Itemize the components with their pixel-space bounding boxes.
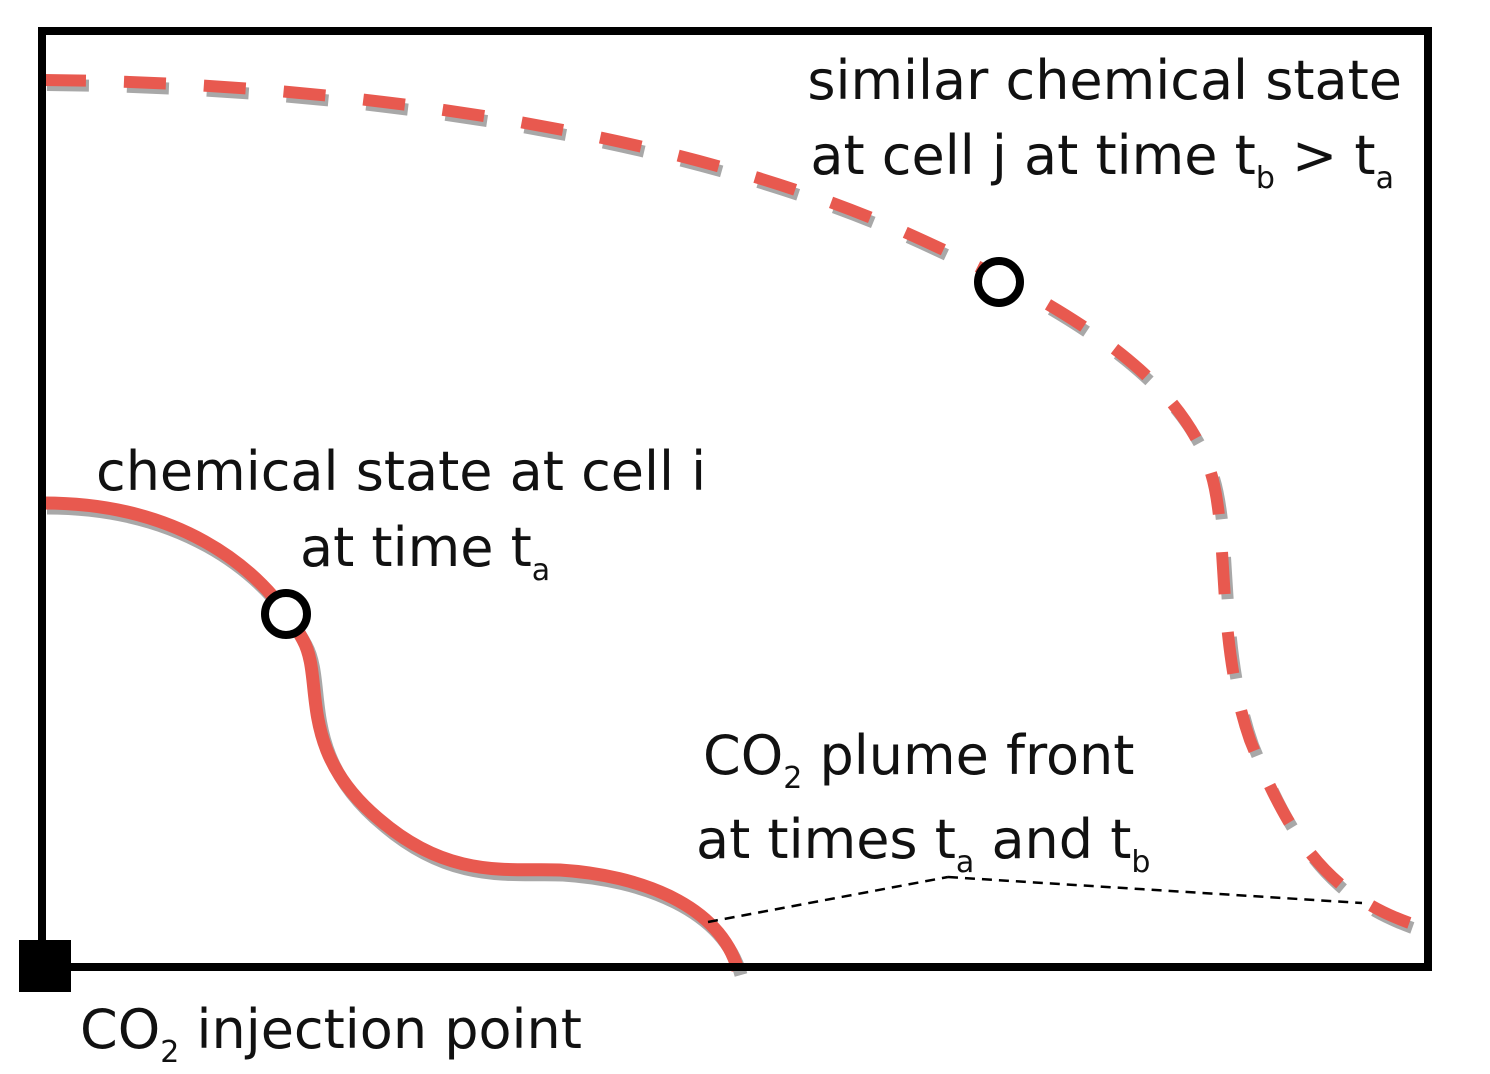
similar-state-label-line1: similar chemical state — [807, 49, 1402, 112]
plume-front-tb — [43, 74, 1427, 934]
plume-front-ta — [43, 496, 745, 972]
similar-state-label-line2: at cell j at time tb > ta — [810, 124, 1394, 196]
leader-line-ta — [707, 875, 949, 924]
leader-line-tb — [947, 875, 1363, 905]
state-i-label-line2: at time ta — [300, 516, 550, 588]
cell-i-marker-icon — [261, 589, 311, 639]
plume-front-label-line1: CO2 plume front — [703, 724, 1134, 796]
injection-point-label: CO2 injection point — [80, 998, 582, 1070]
injection-point-icon — [19, 940, 71, 992]
plume-front-label-line2: at times ta and tb — [696, 808, 1150, 880]
cell-j-marker-icon — [974, 257, 1024, 307]
state-i-label-line1: chemical state at cell i — [96, 440, 706, 503]
domain-frame — [38, 27, 1432, 971]
